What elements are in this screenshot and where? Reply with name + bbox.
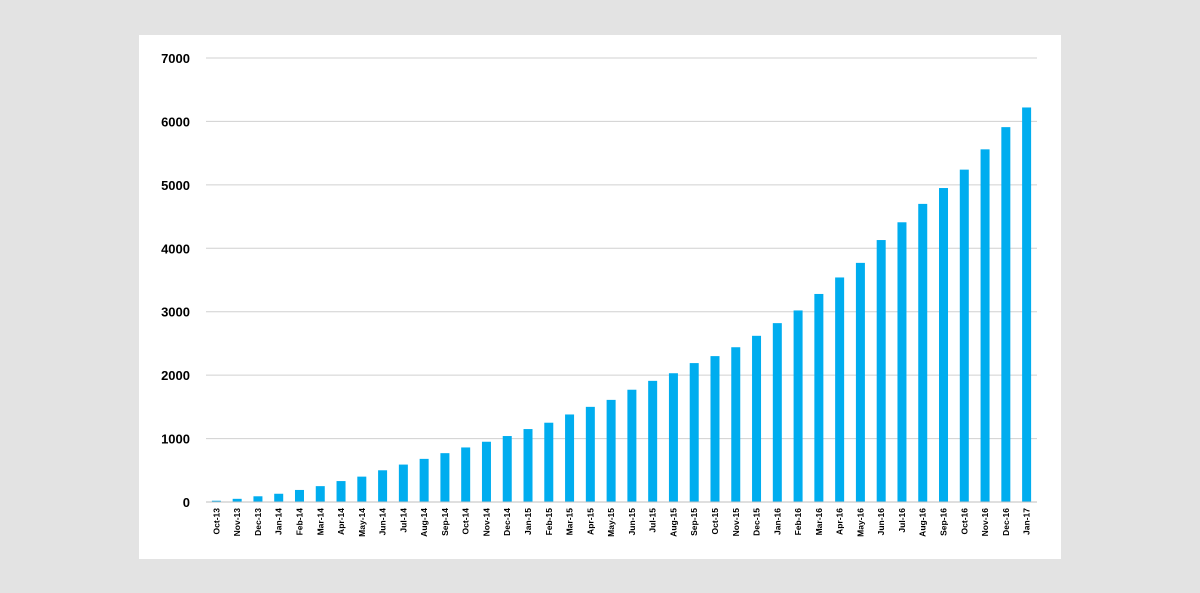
chart-card: 0 1000 2000 3000 4000 5000 6000 7000 Oct-13 Nov-… bbox=[139, 35, 1061, 559]
bar-Jan-14 bbox=[274, 493, 284, 502]
x-tick-label: Feb-14 bbox=[294, 508, 304, 536]
x-axis-tick-labels: Oct-13 Nov-13 Dec-13 Jan-14 Feb-14 Mar-14 Apr-… bbox=[211, 508, 1031, 537]
y-tick-label: 1000 bbox=[161, 432, 190, 447]
x-tick-label: Oct-14 bbox=[461, 508, 471, 535]
y-tick-label: 6000 bbox=[161, 114, 190, 129]
x-tick-label: Jun-14 bbox=[378, 508, 388, 536]
bar-Jul-15 bbox=[648, 380, 658, 502]
x-tick-label: Aug-15 bbox=[668, 508, 678, 537]
x-tick-label: Aug-14 bbox=[419, 508, 429, 537]
y-tick-label: 3000 bbox=[161, 305, 190, 320]
x-tick-label: Jul-16 bbox=[897, 508, 907, 533]
x-tick-label: Jul-15 bbox=[648, 508, 658, 533]
x-tick-label: May-14 bbox=[357, 508, 367, 537]
bar-Mar-16 bbox=[814, 293, 824, 502]
x-tick-label: Feb-16 bbox=[793, 508, 803, 536]
bar-Oct-14 bbox=[461, 447, 471, 502]
x-tick-label: May-16 bbox=[855, 508, 865, 537]
bar-Aug-16 bbox=[918, 203, 928, 502]
x-tick-label: Oct-13 bbox=[211, 508, 221, 535]
y-tick-label: 4000 bbox=[161, 241, 190, 256]
bar-Nov-16 bbox=[980, 149, 990, 502]
x-tick-label: Jan-17 bbox=[1022, 508, 1032, 535]
bar-Aug-15 bbox=[668, 373, 678, 502]
x-tick-label: Jul-14 bbox=[398, 508, 408, 533]
bar-Jan-16 bbox=[772, 323, 782, 502]
x-tick-label: Mar-14 bbox=[315, 508, 325, 536]
bar-Dec-13 bbox=[253, 496, 263, 502]
x-tick-label: Sep-15 bbox=[689, 508, 699, 536]
y-tick-label: 2000 bbox=[161, 368, 190, 383]
bar-Dec-16 bbox=[1001, 127, 1011, 502]
bar-May-14 bbox=[357, 476, 367, 502]
x-tick-label: Sep-14 bbox=[440, 508, 450, 536]
x-tick-label: May-15 bbox=[606, 508, 616, 537]
y-tick-label: 0 bbox=[183, 495, 190, 510]
bar-Feb-14 bbox=[294, 489, 304, 502]
x-tick-label: Nov-14 bbox=[481, 508, 491, 537]
x-tick-label: Jun-16 bbox=[876, 508, 886, 536]
bar-Aug-14 bbox=[419, 458, 429, 502]
bar-Apr-14 bbox=[336, 481, 346, 502]
bar-Oct-15 bbox=[710, 356, 720, 502]
bar-Nov-13 bbox=[232, 498, 242, 502]
gridlines bbox=[206, 57, 1037, 440]
bar-Jun-14 bbox=[378, 470, 388, 502]
bar-Jul-16 bbox=[897, 222, 907, 502]
x-tick-label: Dec-13 bbox=[253, 508, 263, 536]
x-tick-label: Jan-14 bbox=[274, 508, 284, 535]
bar-Feb-16 bbox=[793, 310, 803, 502]
x-tick-label: Jun-15 bbox=[627, 508, 637, 536]
x-tick-label: Apr-16 bbox=[835, 508, 845, 535]
bar-Nov-15 bbox=[731, 347, 741, 502]
y-tick-label: 7000 bbox=[161, 51, 190, 66]
y-axis-tick-labels: 0 1000 2000 3000 4000 5000 6000 7000 bbox=[161, 51, 190, 510]
x-tick-label: Dec-15 bbox=[752, 508, 762, 536]
bar-chart: 0 1000 2000 3000 4000 5000 6000 7000 Oct-13 Nov-… bbox=[161, 51, 1037, 537]
x-tick-label: Aug-16 bbox=[918, 508, 928, 537]
x-tick-label: Jan-15 bbox=[523, 508, 533, 535]
bar-Jan-15 bbox=[523, 429, 533, 502]
x-tick-label: Apr-14 bbox=[336, 508, 346, 535]
bar-May-16 bbox=[855, 262, 865, 502]
bar-Mar-15 bbox=[565, 414, 575, 502]
x-tick-label: Nov-16 bbox=[980, 508, 990, 537]
x-tick-label: Dec-14 bbox=[502, 508, 512, 536]
bar-May-15 bbox=[606, 399, 616, 502]
bar-Apr-16 bbox=[835, 277, 845, 502]
x-tick-label: Feb-15 bbox=[544, 508, 554, 536]
bar-Jun-16 bbox=[876, 240, 886, 503]
bars bbox=[211, 107, 1032, 503]
bar-Mar-14 bbox=[315, 486, 325, 502]
x-tick-label: Dec-16 bbox=[1001, 508, 1011, 536]
bar-Oct-16 bbox=[959, 169, 969, 503]
x-tick-label: Sep-16 bbox=[939, 508, 949, 536]
bar-Dec-15 bbox=[752, 335, 762, 502]
bar-Oct-13 bbox=[211, 500, 221, 502]
x-tick-label: Jan-16 bbox=[772, 508, 782, 535]
bar-Sep-15 bbox=[689, 363, 699, 502]
bar-Jul-14 bbox=[398, 464, 408, 502]
bar-Sep-14 bbox=[440, 453, 450, 502]
x-tick-label: Nov-15 bbox=[731, 508, 741, 537]
bar-Jan-17 bbox=[1022, 107, 1032, 502]
x-tick-label: Oct-15 bbox=[710, 508, 720, 535]
bar-Apr-15 bbox=[585, 406, 595, 502]
x-tick-label: Apr-15 bbox=[585, 508, 595, 535]
x-tick-label: Mar-16 bbox=[814, 508, 824, 536]
bar-Sep-16 bbox=[939, 188, 949, 502]
bar-Dec-14 bbox=[502, 436, 512, 502]
bar-Jun-15 bbox=[627, 389, 637, 502]
x-tick-label: Mar-15 bbox=[565, 508, 575, 536]
y-tick-label: 5000 bbox=[161, 178, 190, 193]
x-tick-label: Oct-16 bbox=[959, 508, 969, 535]
x-tick-label: Nov-13 bbox=[232, 508, 242, 537]
bar-Feb-15 bbox=[544, 422, 554, 502]
bar-Nov-14 bbox=[481, 441, 491, 502]
